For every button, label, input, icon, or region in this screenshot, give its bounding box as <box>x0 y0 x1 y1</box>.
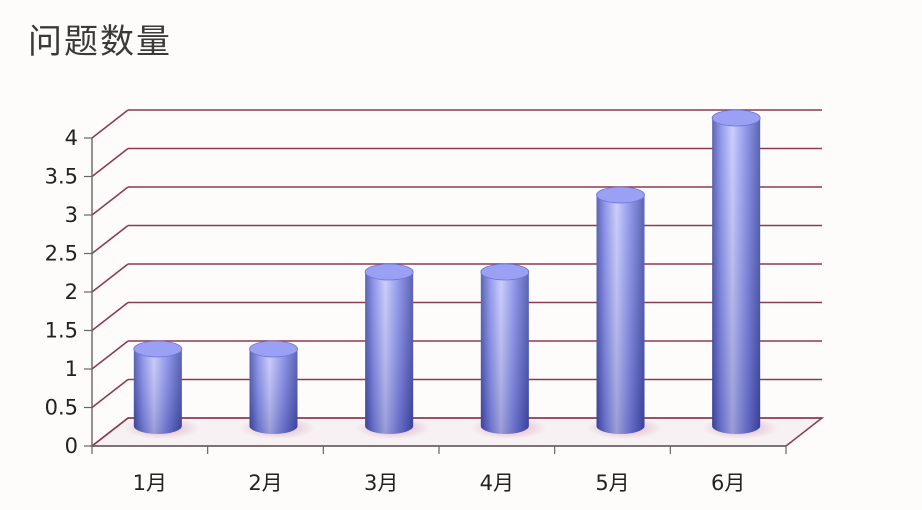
gridline-side <box>91 263 129 293</box>
bar-shade <box>249 349 298 434</box>
gridline-side <box>91 417 129 447</box>
gridline-side <box>91 224 129 255</box>
chart-title: 问题数量 <box>28 22 172 62</box>
bar-top <box>480 263 530 281</box>
y-tick-label: 3.5 <box>45 165 78 189</box>
gridline-side <box>91 340 129 370</box>
bar-top <box>364 263 414 281</box>
bar-top <box>133 340 183 358</box>
x-tick-label: 3月 <box>364 471 398 495</box>
gridline-side <box>91 301 129 332</box>
bar-shade <box>712 118 761 434</box>
y-tick-label: 4 <box>65 126 78 150</box>
bar-top <box>596 186 645 204</box>
bar-top <box>711 109 761 127</box>
y-tick-label: 0.5 <box>45 396 78 420</box>
y-tick-label: 1 <box>65 357 78 381</box>
bar-shade <box>596 195 645 434</box>
bar-shade <box>480 272 529 434</box>
gridline-side <box>91 147 129 178</box>
x-tick-label: 1月 <box>133 471 167 495</box>
y-tick-label: 2.5 <box>45 242 78 266</box>
bar-shade <box>133 349 182 434</box>
y-tick-label: 0 <box>65 434 78 458</box>
y-tick-label: 2 <box>65 280 78 304</box>
x-tick-label: 5月 <box>595 471 629 495</box>
x-tick-label: 2月 <box>248 471 282 495</box>
gridline-side <box>91 186 129 216</box>
gridline-side <box>91 378 129 409</box>
gridline-side <box>91 109 129 139</box>
y-tick-label: 1.5 <box>45 319 78 343</box>
x-tick-label: 6月 <box>711 471 745 495</box>
bar-shade <box>365 272 414 434</box>
bar-top <box>249 340 298 358</box>
x-tick-label: 4月 <box>480 471 514 495</box>
y-tick-label: 3 <box>65 203 78 227</box>
